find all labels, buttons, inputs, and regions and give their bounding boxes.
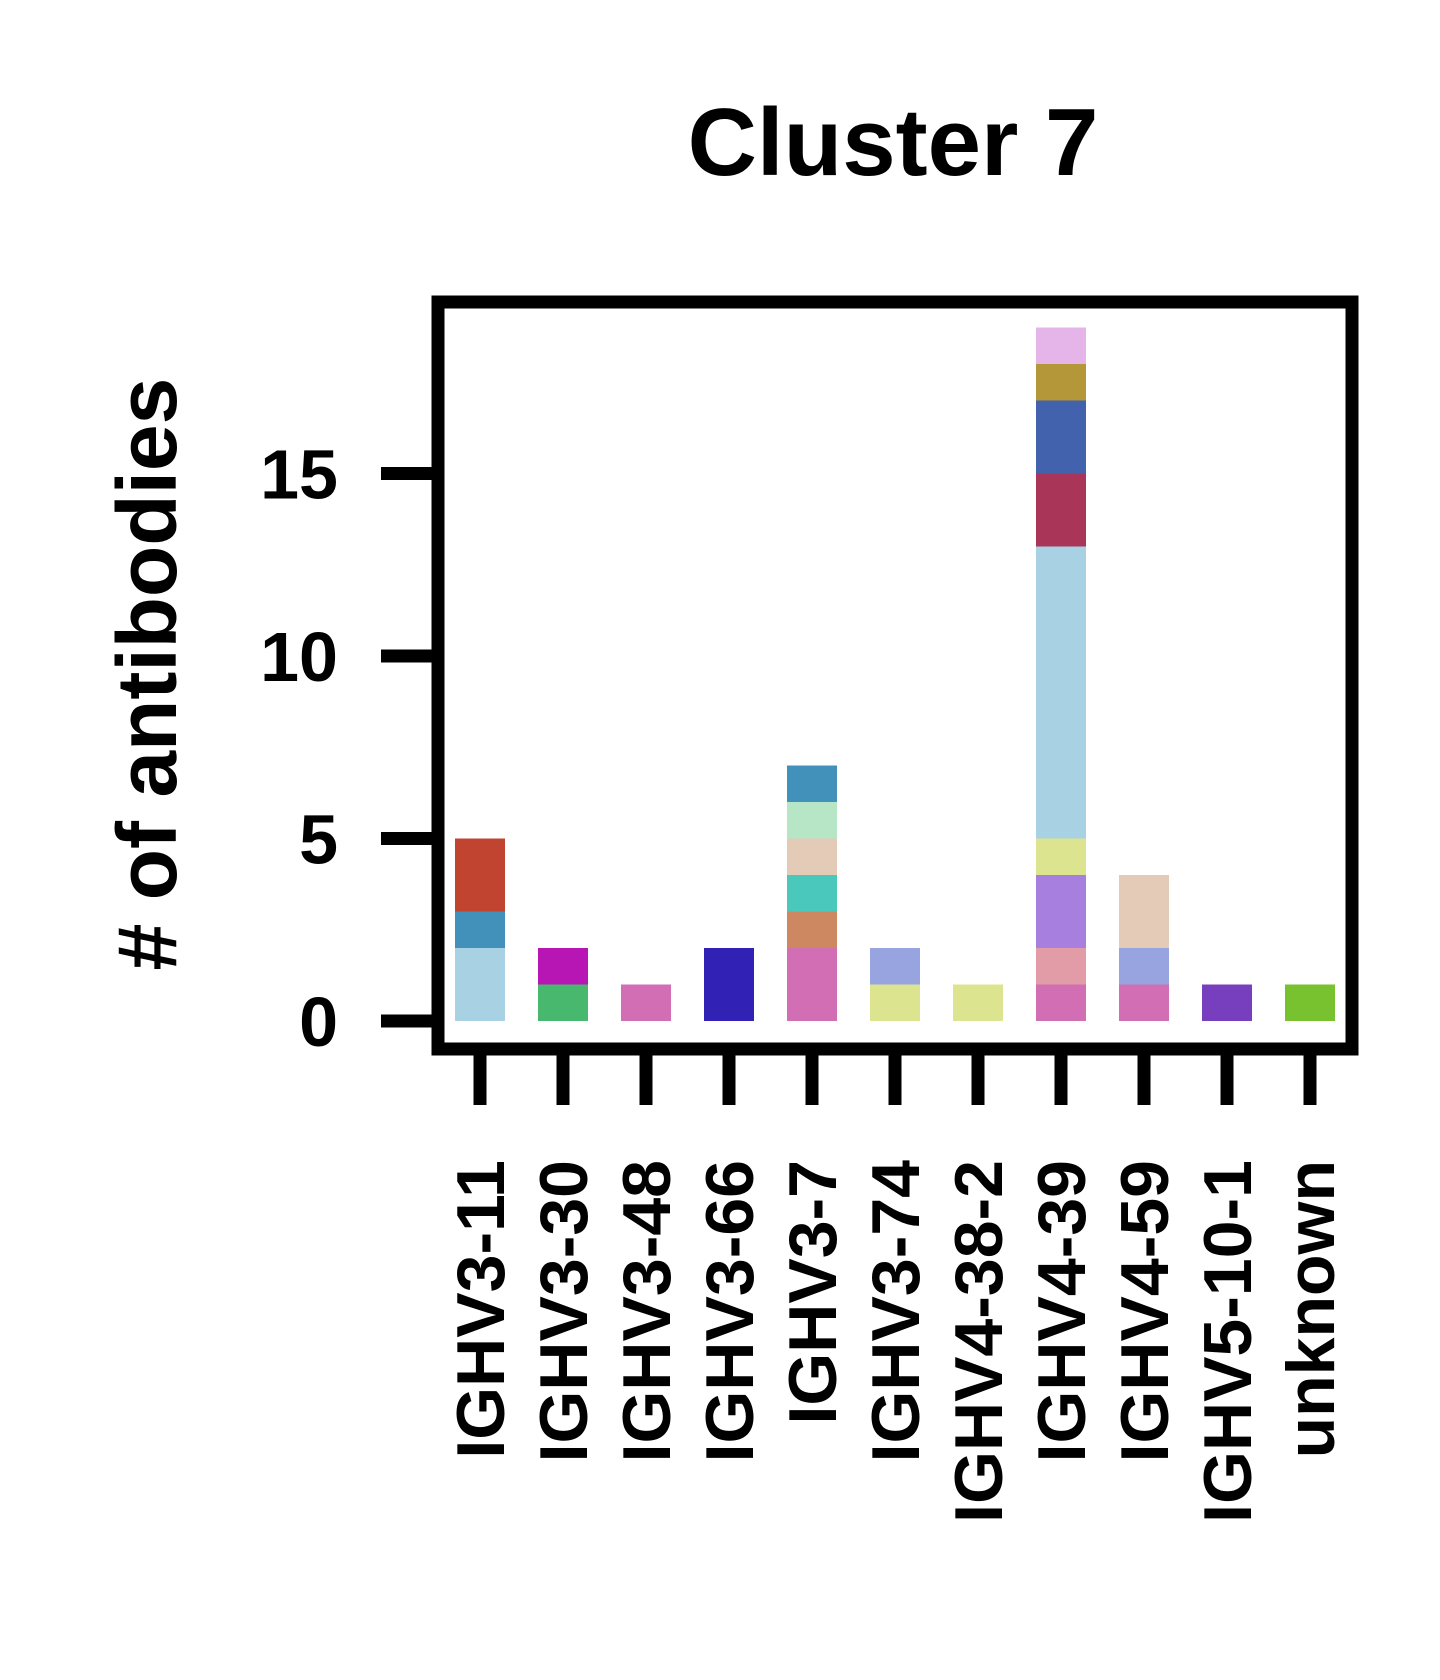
bar-segment xyxy=(455,948,505,1021)
bar-segment xyxy=(1036,875,1086,948)
bar-segment xyxy=(1036,838,1086,875)
plot-frame xyxy=(431,295,1359,1056)
bar-segment xyxy=(1036,984,1086,1021)
bar-segment xyxy=(1119,984,1169,1021)
bar-segment xyxy=(1036,364,1086,401)
bar-segment xyxy=(1036,400,1086,474)
y-axis-label: # of antibodies xyxy=(100,378,194,971)
x-tick-label: IGHV3-7 xyxy=(775,1160,851,1425)
bar-segment xyxy=(538,984,588,1021)
x-tick-label: IGHV5-10-1 xyxy=(1190,1160,1266,1523)
bar-segment xyxy=(787,765,837,802)
x-tick-label: IGHV4-38-2 xyxy=(941,1160,1017,1523)
x-tick-label: unknown xyxy=(1273,1160,1349,1458)
bar-segment xyxy=(870,984,920,1021)
bar-segment xyxy=(787,948,837,1021)
bar-segment xyxy=(1119,875,1169,948)
bar-segment xyxy=(787,838,837,875)
y-tick-label: 5 xyxy=(299,801,338,879)
bar-segment xyxy=(1119,948,1169,985)
bar-segment xyxy=(870,948,920,985)
bar-segment xyxy=(1036,473,1086,547)
x-tick-label: IGHV3-66 xyxy=(692,1160,768,1462)
bar-segment xyxy=(621,984,671,1021)
bar-segment xyxy=(1285,984,1335,1021)
bar-segment xyxy=(455,838,505,912)
bar-segment xyxy=(1202,984,1252,1021)
bars-layer xyxy=(455,327,1335,1021)
y-tick-label: 15 xyxy=(260,436,338,514)
x-tick-label: IGHV4-39 xyxy=(1024,1160,1100,1462)
x-tick-label: IGHV3-48 xyxy=(609,1160,685,1462)
bar-segment xyxy=(455,911,505,948)
bar-segment xyxy=(787,802,837,839)
bar-segment xyxy=(953,984,1003,1021)
bar-segment xyxy=(1036,327,1086,364)
bar-segment xyxy=(1036,948,1086,985)
bar-segment xyxy=(787,911,837,948)
x-tick-label: IGHV4-59 xyxy=(1107,1160,1183,1462)
bar-segment xyxy=(704,948,754,1021)
chart-title: Cluster 7 xyxy=(688,89,1099,196)
y-tick-label: 0 xyxy=(299,983,338,1061)
x-tick-label: IGHV3-11 xyxy=(443,1160,519,1459)
x-tick-label: IGHV3-30 xyxy=(526,1160,602,1462)
bar-segment xyxy=(538,948,588,985)
bar-segment xyxy=(787,875,837,912)
bar-segment xyxy=(1036,546,1086,839)
x-tick-label: IGHV3-74 xyxy=(858,1160,934,1463)
y-tick-label: 10 xyxy=(260,618,338,696)
